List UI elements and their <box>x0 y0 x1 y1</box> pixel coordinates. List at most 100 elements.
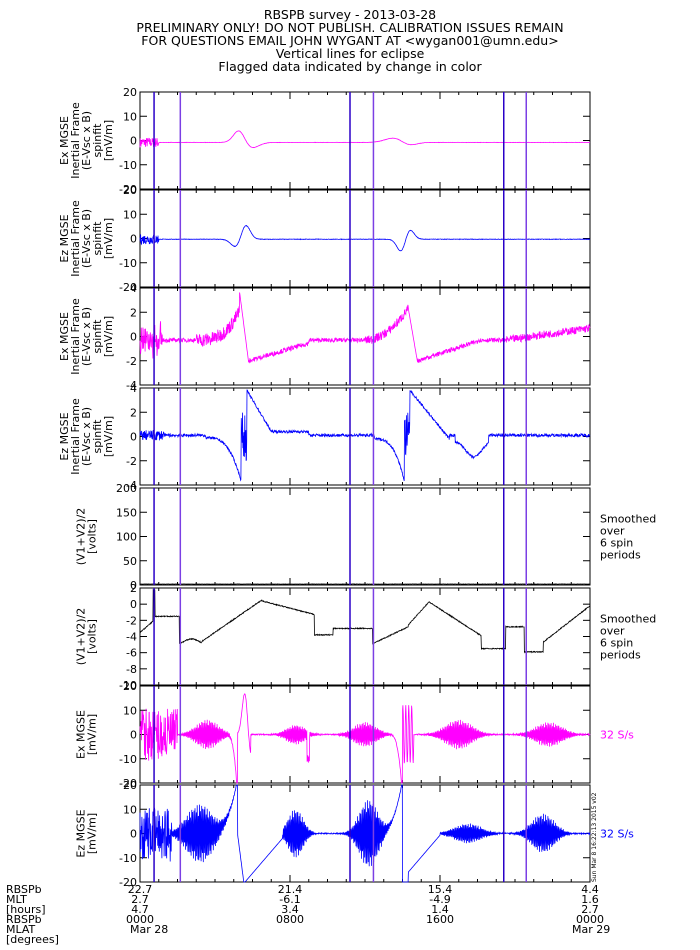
footer-row-label: RBSPb <box>6 883 42 896</box>
y-axis-label-ez_spinfit_2: Ez MGSEInertial Frame(E-Vsc x B)spinfit[… <box>58 398 115 475</box>
y-axis-label-line: Ez MGSE <box>75 809 88 857</box>
footer-value: 0800 <box>276 913 304 926</box>
footer-value: 22.7 <box>128 883 153 896</box>
y-tick-label-v12_zoom: 0 <box>130 598 137 611</box>
y-axis-label-line: [volts] <box>86 519 99 554</box>
panel-note-v12_wide: over <box>600 525 625 538</box>
y-tick-label-ez_32: 20 <box>123 779 137 792</box>
y-tick-label-ez_spinfit_2: 2 <box>130 406 137 419</box>
plot-title: RBSPB survey - 2013-03-28 <box>263 7 437 22</box>
panel-note-v12_wide: 6 spin <box>600 537 633 550</box>
y-tick-label-ex_spinfit_1: -10 <box>119 159 137 172</box>
y-axis-label-line: (V1+V2)/2 <box>75 508 88 566</box>
plot-header: RBSPB survey - 2013-03-28 PRELIMINARY ON… <box>0 0 700 73</box>
footer-value: 4.7 <box>131 903 149 916</box>
y-tick-label-v12_wide: 50 <box>123 555 137 568</box>
y-axis-label-line: [mV/m] <box>102 416 115 457</box>
panel-frame-ez_spinfit_1 <box>139 189 591 288</box>
series-line-v12_zoom <box>139 588 591 654</box>
y-tick-label-v12_wide: 100 <box>116 531 137 544</box>
panel-frame-v12_zoom <box>139 587 591 686</box>
y-tick-label-ez_spinfit_2: -4 <box>126 479 137 492</box>
y-tick-label-ez_spinfit_1: -10 <box>119 257 137 270</box>
panel-note-ex_32: 32 S/s <box>600 729 634 742</box>
footer-value: -6.1 <box>279 893 300 906</box>
y-axis-label-line: Inertial Frame <box>69 298 82 375</box>
footer-row-label: MLAT <box>6 923 36 936</box>
y-axis-label-line: spinfit <box>91 419 104 454</box>
y-tick-label-v12_zoom: -8 <box>126 663 137 676</box>
timestamp-note: Sun Mar 8 16:22:13 2015 v02 <box>591 792 598 882</box>
footer-value: 1.4 <box>431 903 449 916</box>
y-tick-label-ez_32: 0 <box>130 828 137 841</box>
y-axis-label-line: [mV/m] <box>102 218 115 259</box>
y-tick-label-v12_zoom: -4 <box>126 631 137 644</box>
footer-value: 2.7 <box>581 903 599 916</box>
eclipse-note: Vertical lines for eclipse <box>275 46 425 61</box>
footer-value: Mar 29 <box>572 923 610 936</box>
y-axis-label-line: (E-Vsc x B) <box>80 407 93 466</box>
warning-line: PRELIMINARY ONLY! DO NOT PUBLISH. CALIBR… <box>136 20 564 35</box>
y-axis-label-ez_spinfit_1: Ez MGSEInertial Frame(E-Vsc x B)spinfit[… <box>58 200 115 277</box>
y-axis-label-ez_32: Ez MGSE[mV/m] <box>75 809 99 857</box>
y-tick-label-ez_spinfit_1: 0 <box>130 233 137 246</box>
panel-note-v12_wide: periods <box>600 549 641 562</box>
y-axis-label-ex_spinfit_2: Ex MGSEInertial Frame(E-Vsc x B)spinfit[… <box>58 298 115 375</box>
y-axis-label-ex_spinfit_1: Ex MGSEInertial Frame(E-Vsc x B)spinfit[… <box>58 102 115 179</box>
y-tick-label-v12_wide: 200 <box>116 482 137 495</box>
series-line-ez_32 <box>139 784 591 883</box>
y-tick-label-ex_spinfit_2: -2 <box>126 355 137 368</box>
y-axis-label-line: [mV/m] <box>102 316 115 357</box>
y-tick-label-v12_zoom: -2 <box>126 614 137 627</box>
y-tick-label-ex_spinfit_1: -20 <box>119 183 137 196</box>
y-tick-label-v12_zoom: 2 <box>130 582 137 595</box>
y-tick-label-v12_zoom: -6 <box>126 647 137 660</box>
y-axis-label-v12_wide: (V1+V2)/2[volts] <box>75 508 99 566</box>
y-axis-label-line: spinfit <box>91 123 104 158</box>
y-tick-label-ez_spinfit_2: -2 <box>126 455 137 468</box>
y-axis-label-line: [volts] <box>86 619 99 654</box>
y-axis-label-line: Ez MGSE <box>58 214 71 262</box>
y-tick-label-ex_spinfit_2: 4 <box>130 282 137 295</box>
y-axis-label-line: Inertial Frame <box>69 398 82 475</box>
footer-row-label: RBSPb <box>6 913 42 926</box>
panel-frame-ex_spinfit_1 <box>139 91 591 190</box>
y-tick-label-ex_32: -10 <box>119 753 137 766</box>
y-axis-label-ex_32: Ex MGSE[mV/m] <box>75 710 99 759</box>
footer-value: 3.4 <box>281 903 299 916</box>
y-tick-label-ex_spinfit_2: -4 <box>126 379 137 392</box>
footer-value: 0000 <box>576 913 604 926</box>
y-axis-label-line: (E-Vsc x B) <box>80 307 93 366</box>
footer-value: Mar 28 <box>130 923 168 936</box>
footer-value: 1.6 <box>581 893 599 906</box>
y-axis-label-line: (V1+V2)/2 <box>75 608 88 666</box>
y-tick-label-ex_32: 10 <box>123 704 137 717</box>
y-axis-label-line: Inertial Frame <box>69 200 82 277</box>
y-axis-label-line: [mV/m] <box>102 120 115 161</box>
footer-value: 2.7 <box>131 893 149 906</box>
footer-value: 0000 <box>126 913 154 926</box>
footer-value: 21.4 <box>278 883 303 896</box>
y-axis-label-line: Ex MGSE <box>75 710 88 759</box>
y-axis-label-line: Inertial Frame <box>69 102 82 179</box>
y-tick-label-ex_spinfit_2: 2 <box>130 306 137 319</box>
y-tick-label-ez_spinfit_2: 4 <box>130 382 137 395</box>
panel-note-v12_zoom: Smoothed <box>600 613 656 626</box>
panel-note-v12_zoom: periods <box>600 649 641 662</box>
footer-value: -4.9 <box>429 893 450 906</box>
footer-row-label: [hours] <box>6 903 46 916</box>
y-axis-label-line: spinfit <box>91 319 104 354</box>
y-tick-label-v12_zoom: -10 <box>119 679 137 692</box>
y-axis-label-line: spinfit <box>91 221 104 256</box>
y-tick-label-ex_spinfit_1: 20 <box>123 86 137 99</box>
y-axis-label-line: (E-Vsc x B) <box>80 209 93 268</box>
y-axis-label-line: Ex MGSE <box>58 116 71 165</box>
y-tick-label-ex_spinfit_1: 10 <box>123 110 137 123</box>
y-tick-label-ez_spinfit_2: 0 <box>130 431 137 444</box>
y-axis-label-v12_zoom: (V1+V2)/2[volts] <box>75 608 99 666</box>
y-axis-label-line: (E-Vsc x B) <box>80 111 93 170</box>
y-axis-label-line: [mV/m] <box>86 714 99 755</box>
panel-note-v12_zoom: 6 spin <box>600 637 633 650</box>
series-line-ez_spinfit_1 <box>139 225 591 252</box>
